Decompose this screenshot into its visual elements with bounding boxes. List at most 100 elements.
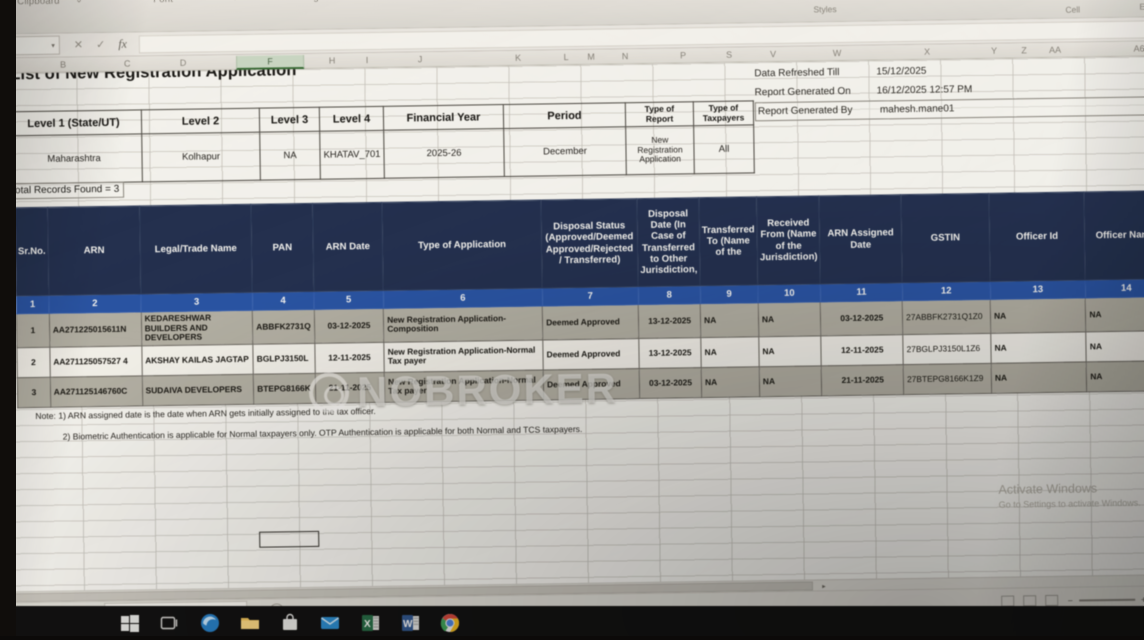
cell-sr-no: 1 [16, 313, 50, 348]
cell-legal-trade-name: KEDARESHWAR BUILDERS AND DEVELOPERS [140, 310, 254, 346]
data-table-header-row: Sr.No. ARN Legal/Trade Name PAN ARN Date… [14, 190, 1144, 296]
filter-header-type-of-taxpayers: Type of Taxpayers [693, 100, 754, 126]
page-break-preview-icon[interactable] [1045, 594, 1059, 607]
clipboard-dialog-launcher-icon[interactable]: ⌄ [75, 0, 83, 5]
cell-pan: BTEPG8166K [253, 373, 316, 405]
column-header-b[interactable]: B [60, 59, 67, 70]
col-header-type-of-application[interactable]: Type of Application [381, 199, 543, 291]
column-header-w[interactable]: W [832, 48, 842, 59]
store-icon[interactable] [280, 613, 300, 633]
column-header-k[interactable]: K [515, 52, 522, 63]
cell-transferred-to: NA [700, 336, 760, 368]
excel-taskbar-icon[interactable]: X [360, 613, 380, 633]
filter-value-level2: Kolhapur [141, 132, 261, 182]
col-num-6: 6 [383, 287, 543, 309]
cell-pan: ABBFK2731Q [252, 309, 315, 345]
cell-pan: BGLPJ3150L [253, 343, 315, 375]
col-num-7: 7 [542, 286, 639, 306]
col-num-9: 9 [700, 284, 759, 304]
activate-windows-subtitle: Go to Settings to activate Windows. [998, 497, 1141, 510]
cell-disposal-date: 13-12-2025 [638, 303, 701, 339]
column-header-aa[interactable]: AA [1048, 44, 1062, 55]
font-dialog-launcher-icon[interactable]: ⌄ [231, 0, 239, 3]
meta-label-data-refreshed: Data Refreshed Till [754, 67, 840, 80]
name-box-chevron-down-icon[interactable]: ▾ [51, 42, 55, 50]
cell-sr-no: 2 [16, 347, 51, 378]
windows-start-icon[interactable] [120, 613, 140, 633]
column-header-z[interactable]: Z [1021, 45, 1027, 56]
activate-windows-title: Activate Windows [998, 481, 1098, 497]
col-header-arn-date[interactable]: ARN Date [312, 202, 384, 292]
filter-value-type-of-taxpayers: All [693, 124, 755, 174]
column-header-n[interactable]: N [621, 51, 629, 62]
meta-value-generated-by: mahesh.mane01 [879, 103, 955, 116]
col-num-10: 10 [757, 283, 821, 303]
column-header-l[interactable]: L [563, 52, 569, 63]
col-header-arn[interactable]: ARN [47, 205, 141, 296]
zoom-track[interactable] [1078, 598, 1135, 602]
col-header-legal-trade-name[interactable]: Legal/Trade Name [139, 204, 253, 294]
col-header-received-from[interactable]: Received From (Name of the Jurisdiction) [756, 195, 821, 285]
column-header-p[interactable]: P [679, 50, 687, 61]
filter-value-fy: 2025-26 [383, 128, 505, 179]
ribbon-group-font: Font [153, 0, 173, 5]
column-header-i[interactable]: I [365, 55, 369, 66]
column-header-c[interactable]: C [123, 58, 131, 69]
cell-received-from: NA [758, 301, 822, 337]
cell-transferred-to: NA [700, 302, 759, 338]
confirm-formula-icon[interactable]: ✓ [95, 38, 106, 52]
filter-value-type-of-report: New Registration Application [625, 125, 695, 175]
column-header-a6[interactable]: A6 [1133, 43, 1144, 54]
cell-transferred-to: NA [701, 366, 760, 398]
column-header-d[interactable]: D [179, 57, 187, 68]
ribbon-group-cell: Cell [1065, 4, 1081, 15]
activate-windows-watermark: Activate Windows Go to Settings to activ… [998, 481, 1141, 510]
col-num-8: 8 [638, 285, 701, 305]
word-taskbar-icon[interactable]: W [400, 613, 420, 633]
col-header-sr-no[interactable]: Sr.No. [14, 207, 49, 296]
zoom-out-icon[interactable]: − [1067, 595, 1074, 606]
cell-received-from: NA [759, 365, 823, 397]
spreadsheet-grid[interactable]: List of New Registration Application Dat… [4, 56, 1144, 603]
filter-summary-table: Level 1 (State/UT) Level 2 Level 3 Level… [5, 100, 755, 184]
column-header-j[interactable]: J [417, 54, 423, 65]
ribbon-group-clipboard: Clipboard [17, 0, 60, 8]
task-view-icon[interactable] [160, 613, 180, 633]
col-header-disposal-status[interactable]: Disposal Status (Approved/Deemed Approve… [540, 198, 639, 288]
mail-icon[interactable] [320, 613, 340, 633]
column-header-s[interactable]: S [725, 49, 733, 60]
data-table: Sr.No. ARN Legal/Trade Name PAN ARN Date… [14, 190, 1144, 408]
screen-bezel-bottom [0, 636, 1144, 640]
ribbon-group-alignment: Alignment [302, 0, 346, 3]
filter-value-level3: NA [259, 131, 321, 181]
svg-text:W: W [403, 619, 413, 630]
selected-cell[interactable] [259, 530, 320, 548]
column-header-m[interactable]: M [587, 51, 595, 62]
col-header-pan[interactable]: PAN [250, 203, 314, 293]
filter-value-level1: Maharashtra [5, 133, 143, 184]
insert-function-icon[interactable]: fx [118, 36, 128, 51]
edge-browser-icon[interactable] [200, 613, 220, 633]
zoom-slider[interactable]: − + [1068, 594, 1144, 605]
col-header-disposal-date[interactable]: Disposal Date (In Case of Transferred to… [636, 197, 701, 287]
filter-header-level4: Level 4 [319, 106, 384, 132]
col-header-officer-name[interactable]: Officer Name [1084, 190, 1144, 280]
column-header-y[interactable]: Y [990, 45, 998, 56]
meta-value-data-refreshed: 15/12/2025 [876, 65, 927, 78]
column-header-h[interactable]: H [328, 55, 336, 66]
cell-received-from: NA [758, 335, 822, 367]
chrome-browser-icon[interactable] [440, 613, 460, 633]
file-explorer-icon[interactable] [240, 613, 260, 633]
column-header-v[interactable]: V [769, 48, 777, 60]
col-header-transferred-to[interactable]: Transferred To (Name of the [698, 196, 758, 286]
report-meta-block: Data Refreshed Till 15/12/2025 Report Ge… [754, 58, 1144, 122]
cancel-formula-icon[interactable]: ✕ [73, 39, 84, 52]
page-layout-view-icon[interactable] [1023, 595, 1037, 607]
column-header-f[interactable]: F [236, 54, 305, 70]
col-header-arn-assigned-date[interactable]: ARN Assigned Date [819, 194, 903, 284]
col-header-gstin[interactable]: GSTIN [900, 193, 991, 283]
col-header-officer-id[interactable]: Officer Id [988, 191, 1086, 282]
column-header-x[interactable]: X [923, 46, 931, 57]
cell-arn-date: 03-12-2025 [313, 308, 385, 344]
ribbon-group-styles: Styles [813, 4, 837, 15]
